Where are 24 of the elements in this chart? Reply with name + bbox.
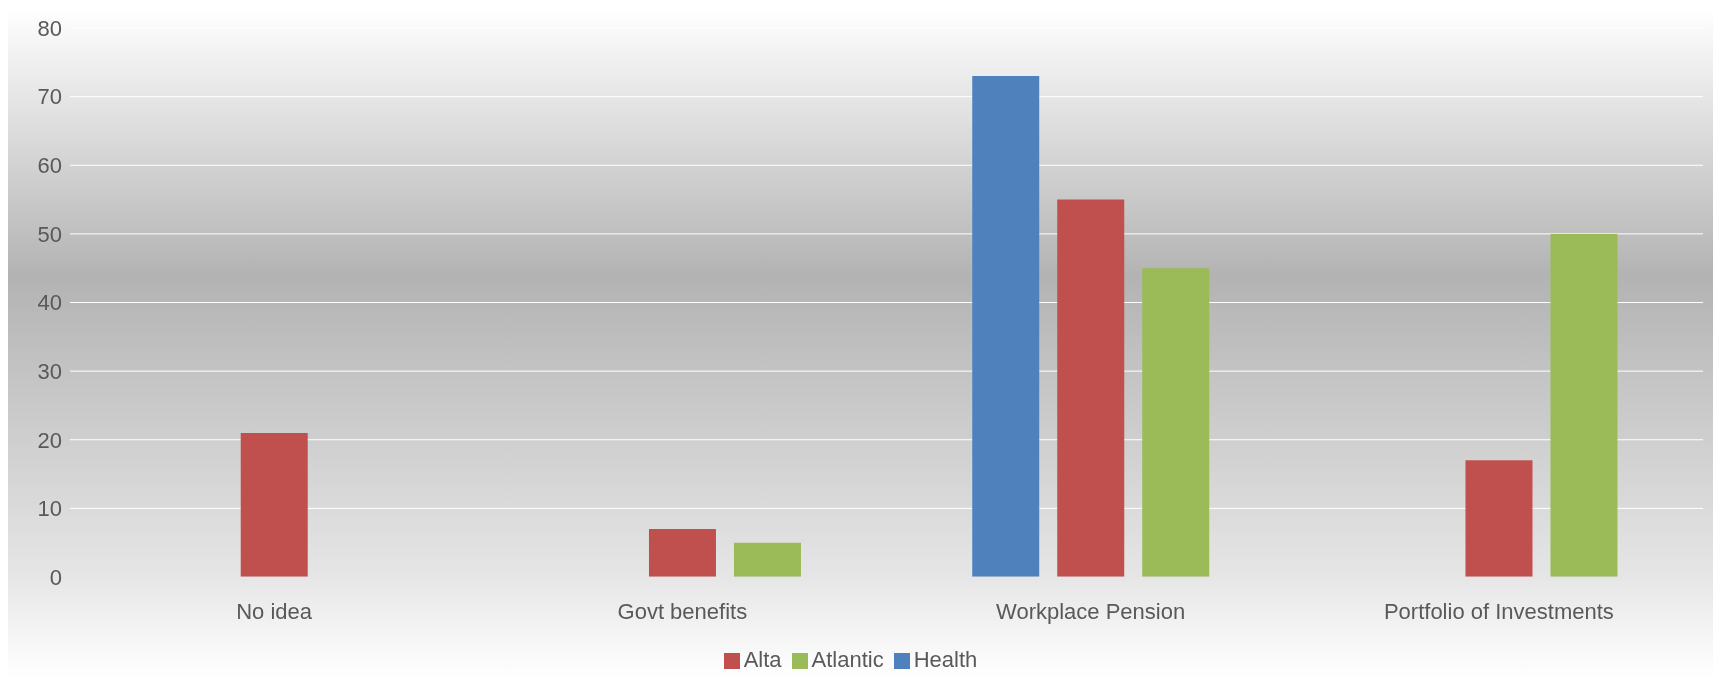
y-tick-label: 80 (37, 15, 62, 41)
legend-label: Atlantic (811, 647, 884, 672)
x-tick-label: No idea (236, 598, 313, 624)
y-tick-label: 20 (37, 427, 62, 453)
y-tick-label: 50 (37, 221, 62, 247)
bar (648, 528, 716, 577)
bar (240, 432, 308, 577)
x-tick-label: Portfolio of Investments (1383, 598, 1614, 624)
y-tick-label: 10 (37, 496, 62, 522)
x-tick-label: Govt benefits (617, 598, 748, 624)
y-tick-label: 70 (37, 84, 62, 110)
bar (733, 542, 801, 577)
y-tick-label: 60 (37, 153, 62, 179)
y-tick-label: 30 (37, 358, 62, 384)
bar (972, 76, 1040, 577)
bar (1057, 199, 1125, 577)
bar (1550, 233, 1618, 577)
legend-label: Health (913, 647, 978, 672)
bar (1142, 268, 1210, 577)
y-tick-label: 40 (37, 290, 62, 316)
bar (1465, 460, 1533, 577)
x-tick-label: Workplace Pension (996, 598, 1186, 624)
legend-label: Alta (743, 647, 782, 672)
y-tick-label: 0 (49, 564, 62, 590)
